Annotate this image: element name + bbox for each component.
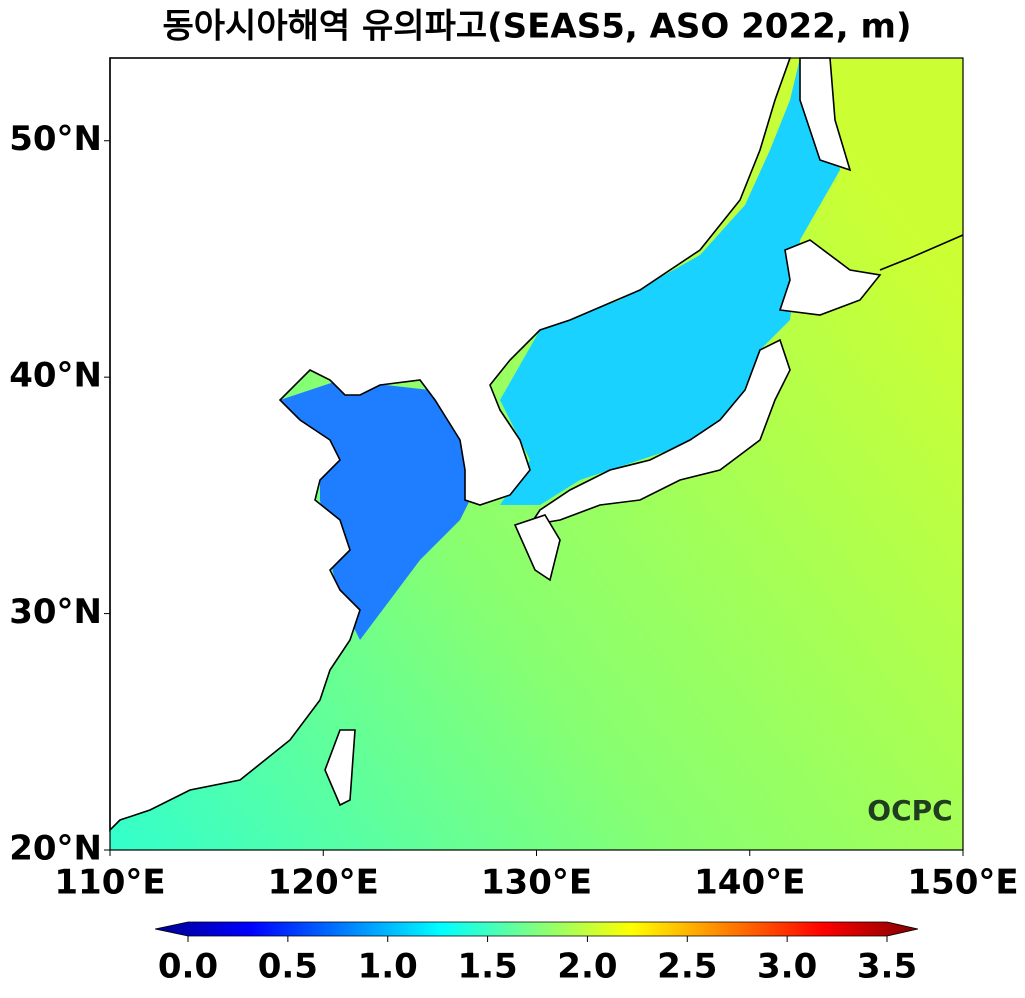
x-tick-label: 120°E xyxy=(268,863,379,903)
watermark: OCPC xyxy=(867,794,952,827)
honshu xyxy=(528,338,791,527)
x-tick-label: 110°E xyxy=(54,863,165,903)
x-tick-label: 140°E xyxy=(694,863,805,903)
colorbar-tick-label: 1.0 xyxy=(358,947,418,987)
x-tick-label: 150°E xyxy=(907,863,1018,903)
y-tick-label: 40°N xyxy=(9,356,102,396)
hokkaido xyxy=(778,239,882,316)
colorbar-tick-label: 2.5 xyxy=(657,947,717,987)
colorbar xyxy=(154,921,919,937)
continent xyxy=(109,57,792,832)
map-title: 동아시아해역 유의파고(SEAS5, ASO 2022, m) xyxy=(163,7,912,47)
taiwan xyxy=(324,729,356,807)
kuril-coast xyxy=(879,234,964,271)
y-tick-label: 50°N xyxy=(9,119,102,159)
map-area: OCPC xyxy=(109,57,964,851)
colorbar-bar xyxy=(154,921,919,937)
colorbar-tick-label: 3.0 xyxy=(757,947,817,987)
colorbar-tick-label: 3.5 xyxy=(857,947,917,987)
y-tick-label: 20°N xyxy=(9,829,102,869)
sea-of-japan xyxy=(500,58,840,505)
kyushu xyxy=(513,514,561,582)
colorbar-tick-label: 2.0 xyxy=(557,947,617,987)
y-tick-label: 30°N xyxy=(9,592,102,632)
colorbar-tick-label: 0.0 xyxy=(158,947,218,987)
x-tick-label: 130°E xyxy=(481,863,592,903)
colorbar-tick-label: 0.5 xyxy=(258,947,318,987)
colorbar-tick-label: 1.5 xyxy=(457,947,517,987)
